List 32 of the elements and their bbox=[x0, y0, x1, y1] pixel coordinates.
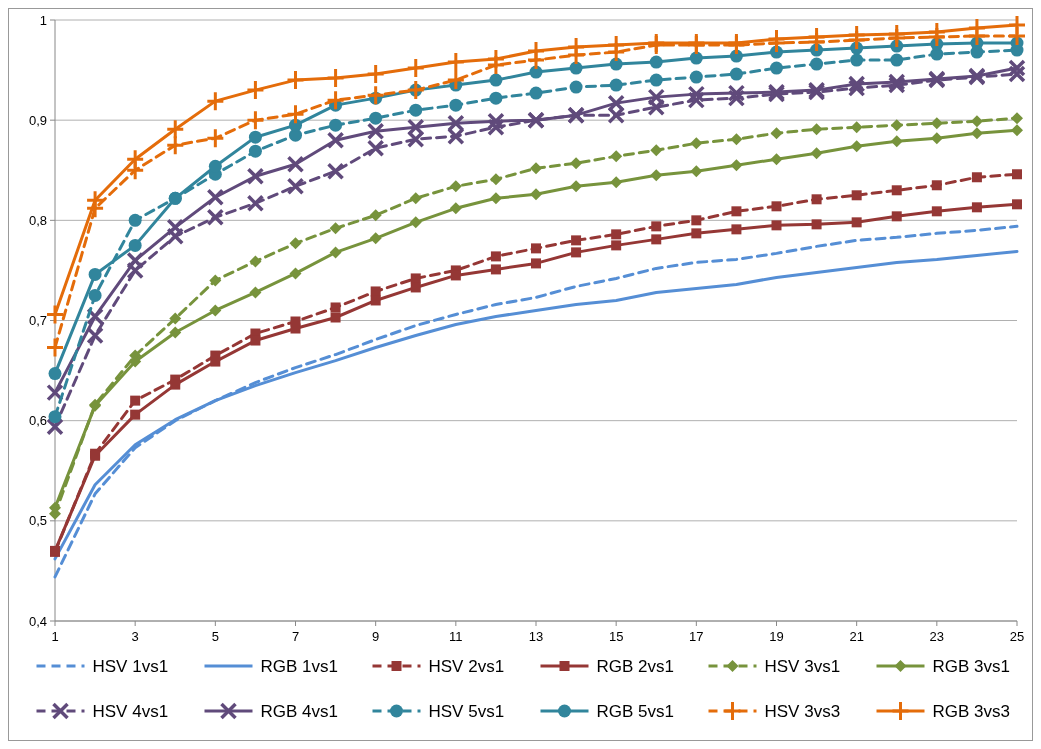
legend-label: RGB 4vs1 bbox=[260, 701, 338, 721]
x-tick-label: 3 bbox=[131, 629, 139, 644]
y-tick-label: 0,9 bbox=[28, 112, 47, 128]
x-tick-label: 1 bbox=[51, 629, 59, 644]
legend-label: RGB 3vs1 bbox=[932, 656, 1010, 676]
x-tick-label: 23 bbox=[929, 629, 945, 644]
x-tick-label: 7 bbox=[291, 629, 300, 644]
legend-label: HSV 4vs1 bbox=[92, 701, 169, 721]
x-tick-label: 13 bbox=[528, 629, 544, 644]
legend-label: RGB 5vs1 bbox=[596, 701, 674, 721]
legend-label: RGB 2vs1 bbox=[596, 656, 674, 676]
y-tick-label: 0,6 bbox=[28, 413, 47, 429]
legend-label: HSV 1vs1 bbox=[92, 656, 169, 676]
x-tick-label: 5 bbox=[211, 629, 219, 644]
legend-label: HSV 2vs1 bbox=[428, 656, 505, 676]
legend-label: RGB 3vs3 bbox=[932, 701, 1010, 721]
y-tick-label: 0,5 bbox=[28, 513, 47, 529]
x-tick-label: 9 bbox=[372, 629, 380, 644]
x-tick-label: 19 bbox=[769, 629, 784, 644]
x-tick-label: 11 bbox=[449, 629, 463, 644]
x-tick-label: 25 bbox=[1009, 629, 1025, 644]
y-tick-label: 0,8 bbox=[28, 212, 47, 228]
y-tick-label: 1 bbox=[39, 12, 47, 28]
legend-label: HSV 3vs1 bbox=[764, 656, 841, 676]
y-tick-label: 0,7 bbox=[28, 313, 47, 329]
legend-label: HSV 3vs3 bbox=[764, 701, 841, 721]
x-tick-label: 21 bbox=[849, 629, 864, 644]
y-tick-label: 0,4 bbox=[28, 613, 47, 629]
legend-label: RGB 1vs1 bbox=[260, 656, 338, 676]
legend-label: HSV 5vs1 bbox=[428, 701, 505, 721]
x-tick-label: 15 bbox=[608, 629, 624, 644]
x-tick-label: 17 bbox=[689, 629, 704, 644]
